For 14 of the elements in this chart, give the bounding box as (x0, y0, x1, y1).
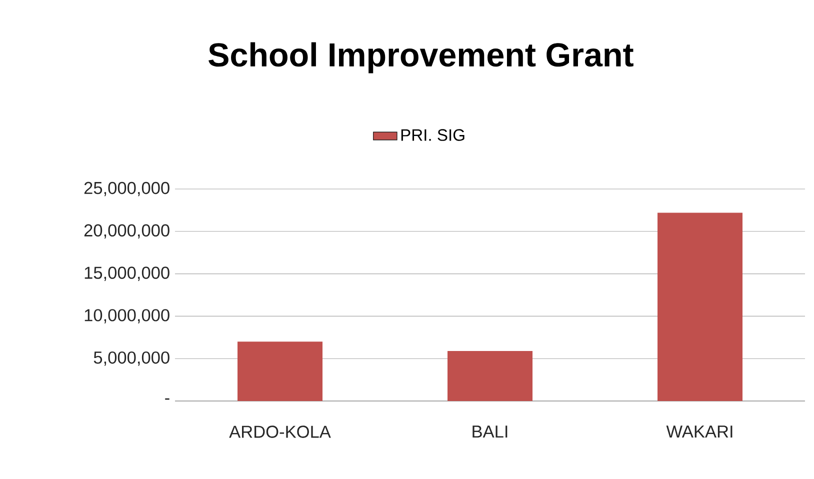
x-tick-label: BALI (472, 426, 508, 438)
x-tick-label: ARDO-KOLA (229, 426, 331, 438)
y-tick-label: - (165, 398, 170, 400)
legend-label: PRI. SIG (401, 129, 464, 141)
y-tick-label: 15,000,000 (84, 266, 170, 281)
y-tick-label: 10,000,000 (84, 309, 170, 324)
bar (238, 342, 323, 401)
bar (448, 350, 533, 401)
bar (658, 212, 743, 401)
y-tick-label: 5,000,000 (94, 351, 170, 366)
y-tick-label: 25,000,000 (84, 182, 170, 196)
x-tick-label: WAKARI (666, 426, 732, 438)
chart-title: School Improvement Grant (208, 42, 634, 74)
y-tick-label: 20,000,000 (84, 224, 170, 239)
